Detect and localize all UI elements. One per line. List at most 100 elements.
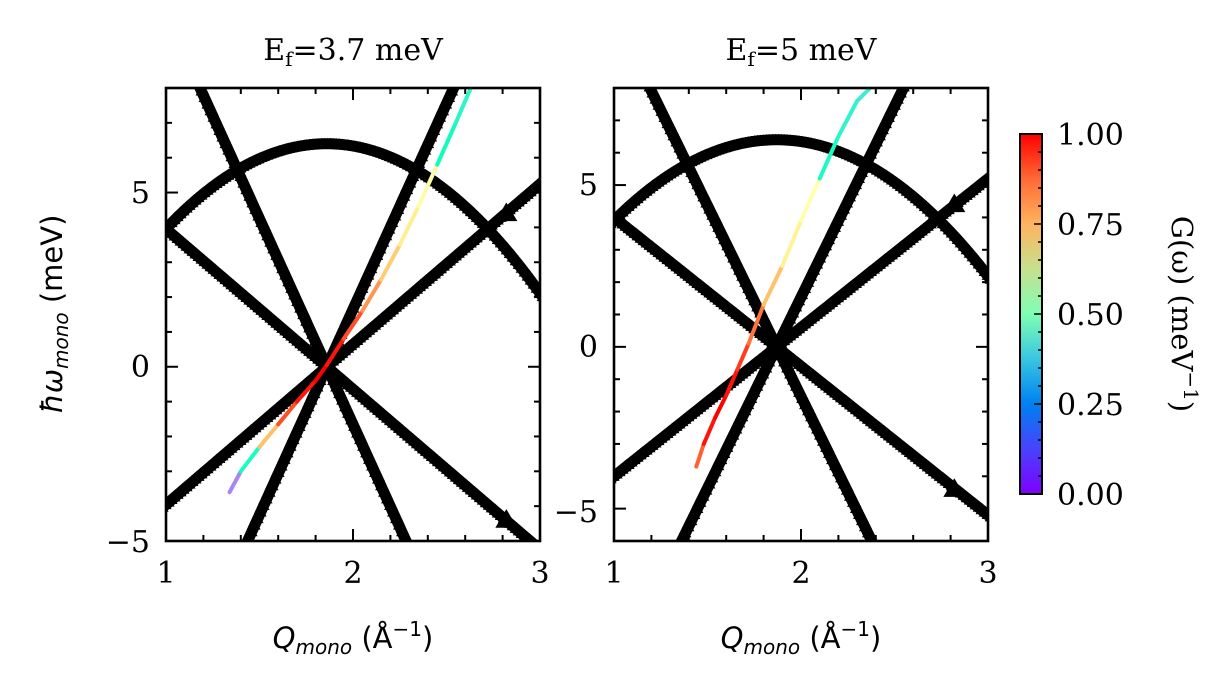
focused-line-segment <box>855 88 873 103</box>
focused-line-segment <box>313 363 329 383</box>
dispersion-marker <box>495 509 518 528</box>
dispersion-marker <box>487 636 499 646</box>
dispersion-marker <box>169 26 181 36</box>
dispersion-curve <box>614 134 988 286</box>
dispersion-marker <box>799 282 812 294</box>
panel-right-title: Ef=5 meV <box>726 33 878 71</box>
dispersion-marker <box>793 295 806 306</box>
dispersion-marker <box>907 63 919 73</box>
dispersion-marker <box>724 435 737 446</box>
dispersion-marker <box>964 574 976 584</box>
dispersion-marker <box>293 420 306 432</box>
dispersion-marker <box>922 32 934 42</box>
colorbar-label: G(ω) (meV−1) <box>1165 216 1203 412</box>
dispersion-marker <box>489 634 501 644</box>
dispersion-marker <box>885 105 898 116</box>
panel-left-ticks <box>165 87 541 542</box>
focused-line <box>694 88 873 469</box>
dispersion-marker <box>802 276 815 287</box>
dispersion-marker <box>163 13 175 23</box>
focused-line-segment <box>761 264 785 307</box>
focused-line-segment <box>701 416 717 446</box>
dispersion-marker <box>667 552 679 562</box>
dispersion-marker <box>608 8 620 18</box>
focused-line-segment <box>341 309 365 341</box>
dispersion-marker <box>431 118 444 129</box>
focused-line-segment <box>724 367 740 398</box>
panel-left-x-axis-label: Qmono (Å−1) <box>273 617 434 659</box>
dispersion-marker <box>952 584 964 594</box>
dispersion-marker <box>688 508 701 520</box>
dispersion-marker <box>635 63 647 73</box>
dispersion-marker <box>213 598 225 608</box>
dispersion-marker <box>266 480 279 491</box>
dispersion-marker <box>873 130 886 141</box>
dispersion-marker <box>157 0 169 10</box>
dispersion-marker <box>204 618 216 628</box>
dispersion-marker <box>805 270 818 281</box>
focused-line-segment <box>324 336 346 367</box>
dispersion-marker <box>187 66 199 76</box>
dispersion-marker <box>910 57 922 67</box>
dispersion-marker <box>440 98 453 109</box>
dispersion-marker <box>727 429 740 440</box>
dispersion-marker <box>866 533 876 541</box>
panel-right-ticks <box>613 87 989 542</box>
dispersion-marker <box>353 289 366 300</box>
dispersion-marker <box>796 288 809 300</box>
dispersion-marker <box>207 612 219 622</box>
dispersion-marker <box>614 215 620 226</box>
dispersion-curves <box>154 0 549 649</box>
dispersion-marker <box>882 111 895 122</box>
dispersion-marker <box>894 88 907 98</box>
dispersion-marker <box>311 381 324 392</box>
dispersion-marker <box>392 203 405 214</box>
dispersion-marker <box>928 604 940 614</box>
dispersion-marker <box>278 453 291 464</box>
dispersion-marker <box>826 227 839 239</box>
dispersion-marker <box>389 210 402 221</box>
dispersion-marker <box>198 631 210 641</box>
dispersion-marker <box>829 221 842 232</box>
focused-line-segment <box>238 444 262 474</box>
dispersion-marker <box>365 262 378 274</box>
dispersion-marker <box>275 460 288 471</box>
dispersion-marker <box>987 286 988 288</box>
dispersion-marker <box>721 441 734 452</box>
dispersion-marker <box>901 75 913 85</box>
dispersion-marker <box>175 39 187 49</box>
dispersion-marker <box>638 613 650 623</box>
panel-right-plot-area <box>608 8 988 629</box>
dispersion-marker <box>910 619 922 629</box>
dispersion-marker <box>513 612 525 622</box>
dispersion-marker <box>852 172 865 184</box>
dispersion-marker <box>835 209 848 220</box>
dispersion-marker <box>638 69 650 79</box>
dispersion-marker <box>473 26 485 36</box>
dispersion-marker <box>371 249 384 260</box>
dispersion-marker <box>925 607 937 617</box>
dispersion-marker <box>368 256 381 267</box>
dispersion-marker <box>154 0 166 3</box>
x-tick-label: 1 <box>604 556 623 591</box>
focused-line-segment <box>836 98 860 139</box>
dispersion-marker <box>537 590 549 600</box>
dispersion-marker <box>817 246 830 257</box>
dispersion-marker <box>404 177 417 188</box>
dispersion-marker <box>484 639 496 649</box>
dispersion-marker <box>452 72 464 82</box>
dispersion-marker <box>434 111 447 122</box>
dispersion-marker <box>916 614 928 624</box>
x-tick-label: 3 <box>530 556 549 591</box>
dispersion-marker <box>730 423 743 434</box>
dispersion-marker <box>417 572 429 582</box>
dispersion-marker <box>898 600 910 610</box>
dispersion-marker <box>916 45 928 55</box>
dispersion-marker <box>455 66 467 76</box>
dispersion-marker <box>889 582 901 592</box>
focused-line-segment <box>360 277 383 313</box>
dispersion-marker <box>766 350 779 361</box>
dispersion-marker <box>464 46 476 56</box>
dispersion-marker <box>498 625 510 635</box>
dispersion-marker <box>880 564 892 574</box>
